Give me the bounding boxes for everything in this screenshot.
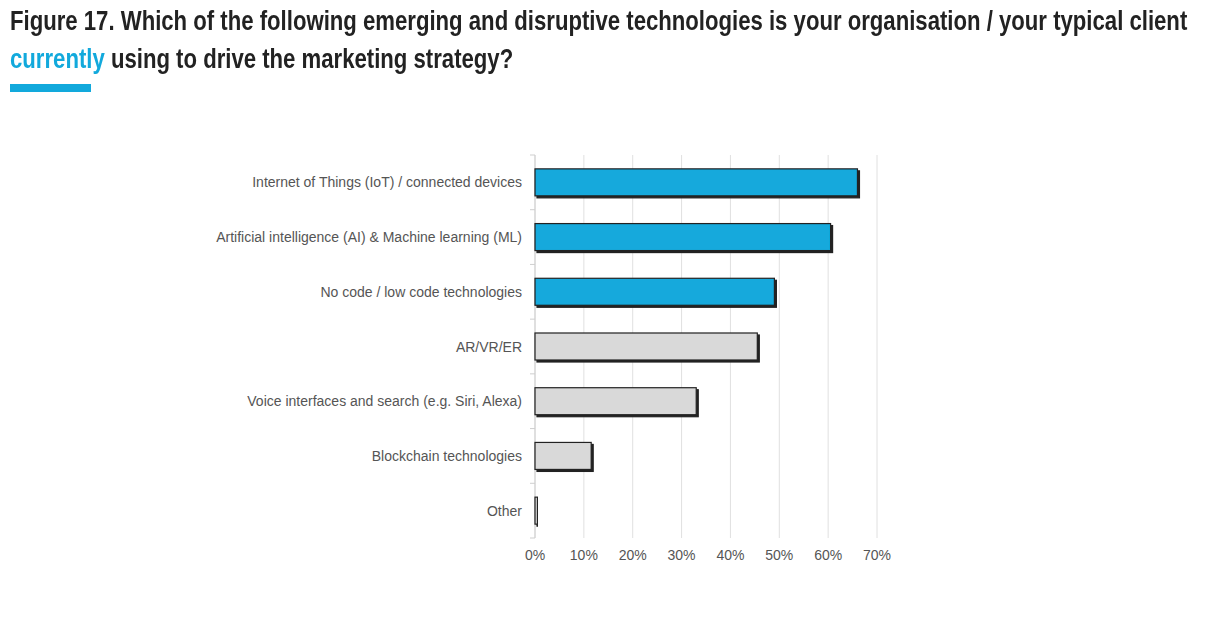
grid-line xyxy=(779,155,780,538)
category-label: Other xyxy=(487,503,522,519)
category-separator xyxy=(530,209,535,210)
category-separator xyxy=(530,373,535,374)
bar xyxy=(535,388,696,415)
category-separator xyxy=(530,155,535,156)
category-separator xyxy=(530,319,535,320)
bar xyxy=(535,442,591,469)
bar xyxy=(535,333,757,360)
category-separator xyxy=(530,428,535,429)
category-label: AR/VR/ER xyxy=(456,339,522,355)
category-separator xyxy=(530,264,535,265)
title-part: using to drive the marketing strategy? xyxy=(105,44,513,74)
tick-label: 0% xyxy=(525,547,545,563)
tick-label: 40% xyxy=(716,547,744,563)
category-label: Voice interfaces and search (e.g. Siri, … xyxy=(247,393,522,409)
category-label: No code / low code technologies xyxy=(320,284,522,300)
grid-line xyxy=(877,155,878,538)
tick-label: 50% xyxy=(765,547,793,563)
title: Figure 17. Which of the following emergi… xyxy=(10,2,1224,78)
tick-label: 70% xyxy=(863,547,891,563)
title-part: currently xyxy=(10,44,105,74)
category-separator xyxy=(530,538,535,539)
category-label: Internet of Things (IoT) / connected dev… xyxy=(252,174,522,190)
bar xyxy=(535,278,774,305)
bar xyxy=(535,497,537,524)
grid-line xyxy=(828,155,829,538)
bar xyxy=(535,224,831,251)
chart: Internet of Things (IoT) / connected dev… xyxy=(0,0,1227,624)
bar xyxy=(535,169,857,196)
title-part: Figure 17. Which of the following emergi… xyxy=(10,6,1187,36)
category-separator xyxy=(530,483,535,484)
tick-label: 10% xyxy=(570,547,598,563)
category-label: Artificial intelligence (AI) & Machine l… xyxy=(216,229,522,245)
tick-label: 20% xyxy=(619,547,647,563)
tick-label: 60% xyxy=(814,547,842,563)
tick-label: 30% xyxy=(668,547,696,563)
title-accent xyxy=(10,84,91,92)
category-label: Blockchain technologies xyxy=(372,448,522,464)
